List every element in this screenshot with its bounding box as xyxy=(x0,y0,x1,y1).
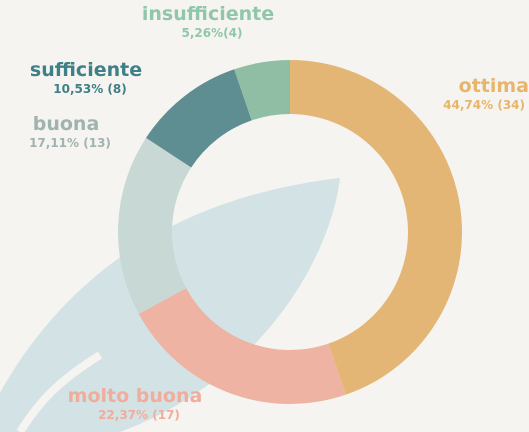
donut-segment xyxy=(117,137,192,314)
segment-value-label: 17,11% (13) xyxy=(29,136,111,150)
segment-value-label: 10,53% (8) xyxy=(53,82,126,96)
segment-value-label: 44,74% (34) xyxy=(443,98,525,112)
segment-label: molto buona xyxy=(68,385,203,407)
segment-label: ottima xyxy=(459,75,529,97)
segment-value-label: 22,37% (17) xyxy=(98,408,180,422)
segment-label: buona xyxy=(33,113,100,135)
leaf-vein xyxy=(16,351,103,432)
donut-segment xyxy=(234,60,290,121)
donut-segment xyxy=(138,288,346,404)
segment-label: insufficiente xyxy=(142,3,274,25)
donut-segment xyxy=(290,60,462,395)
segment-label: sufficiente xyxy=(30,59,142,81)
donut-segment xyxy=(146,69,252,168)
segment-value-label: 5,26%(4) xyxy=(182,26,243,40)
